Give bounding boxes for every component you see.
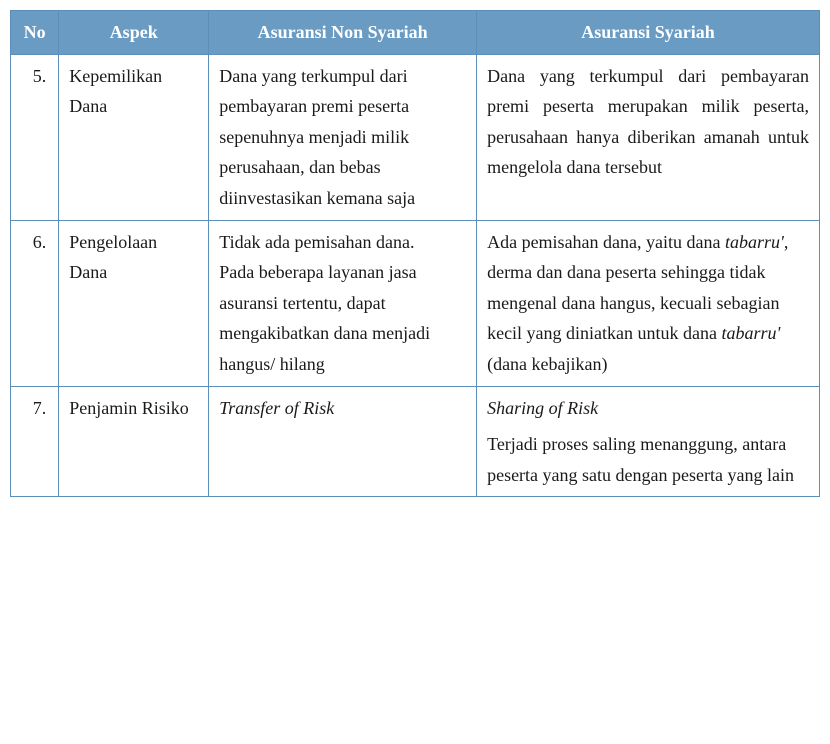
cell-no: 7.: [11, 386, 59, 497]
table-header-row: No Aspek Asuransi Non Syariah Asuransi S…: [11, 11, 820, 55]
cell-aspek: Kepemilikan Dana: [59, 54, 209, 220]
cell-aspek: Pengelolaan Dana: [59, 220, 209, 386]
cell-syariah: Dana yang terkumpul dari pembayaran prem…: [477, 54, 820, 220]
table-row: 7.Penjamin RisikoTransfer of RiskSharing…: [11, 386, 820, 497]
col-header-non-syariah: Asuransi Non Syariah: [209, 11, 477, 55]
table-row: 6.Pengelolaan DanaTidak ada pemisahan da…: [11, 220, 820, 386]
cell-no: 6.: [11, 220, 59, 386]
table-row: 5.Kepemilikan DanaDana yang terkumpul da…: [11, 54, 820, 220]
table-body: 5.Kepemilikan DanaDana yang terkumpul da…: [11, 54, 820, 497]
cell-non-syariah: Dana yang terkumpul dari pembayaran prem…: [209, 54, 477, 220]
col-header-aspek: Aspek: [59, 11, 209, 55]
cell-syariah: Sharing of RiskTerjadi proses saling men…: [477, 386, 820, 497]
cell-non-syariah: Tidak ada pemisahan dana.Pada beberapa l…: [209, 220, 477, 386]
comparison-table: No Aspek Asuransi Non Syariah Asuransi S…: [10, 10, 820, 497]
cell-non-syariah: Transfer of Risk: [209, 386, 477, 497]
cell-no: 5.: [11, 54, 59, 220]
col-header-syariah: Asuransi Syariah: [477, 11, 820, 55]
cell-aspek: Penjamin Risiko: [59, 386, 209, 497]
col-header-no: No: [11, 11, 59, 55]
cell-syariah: Ada pemisahan dana, yaitu dana tabarru',…: [477, 220, 820, 386]
